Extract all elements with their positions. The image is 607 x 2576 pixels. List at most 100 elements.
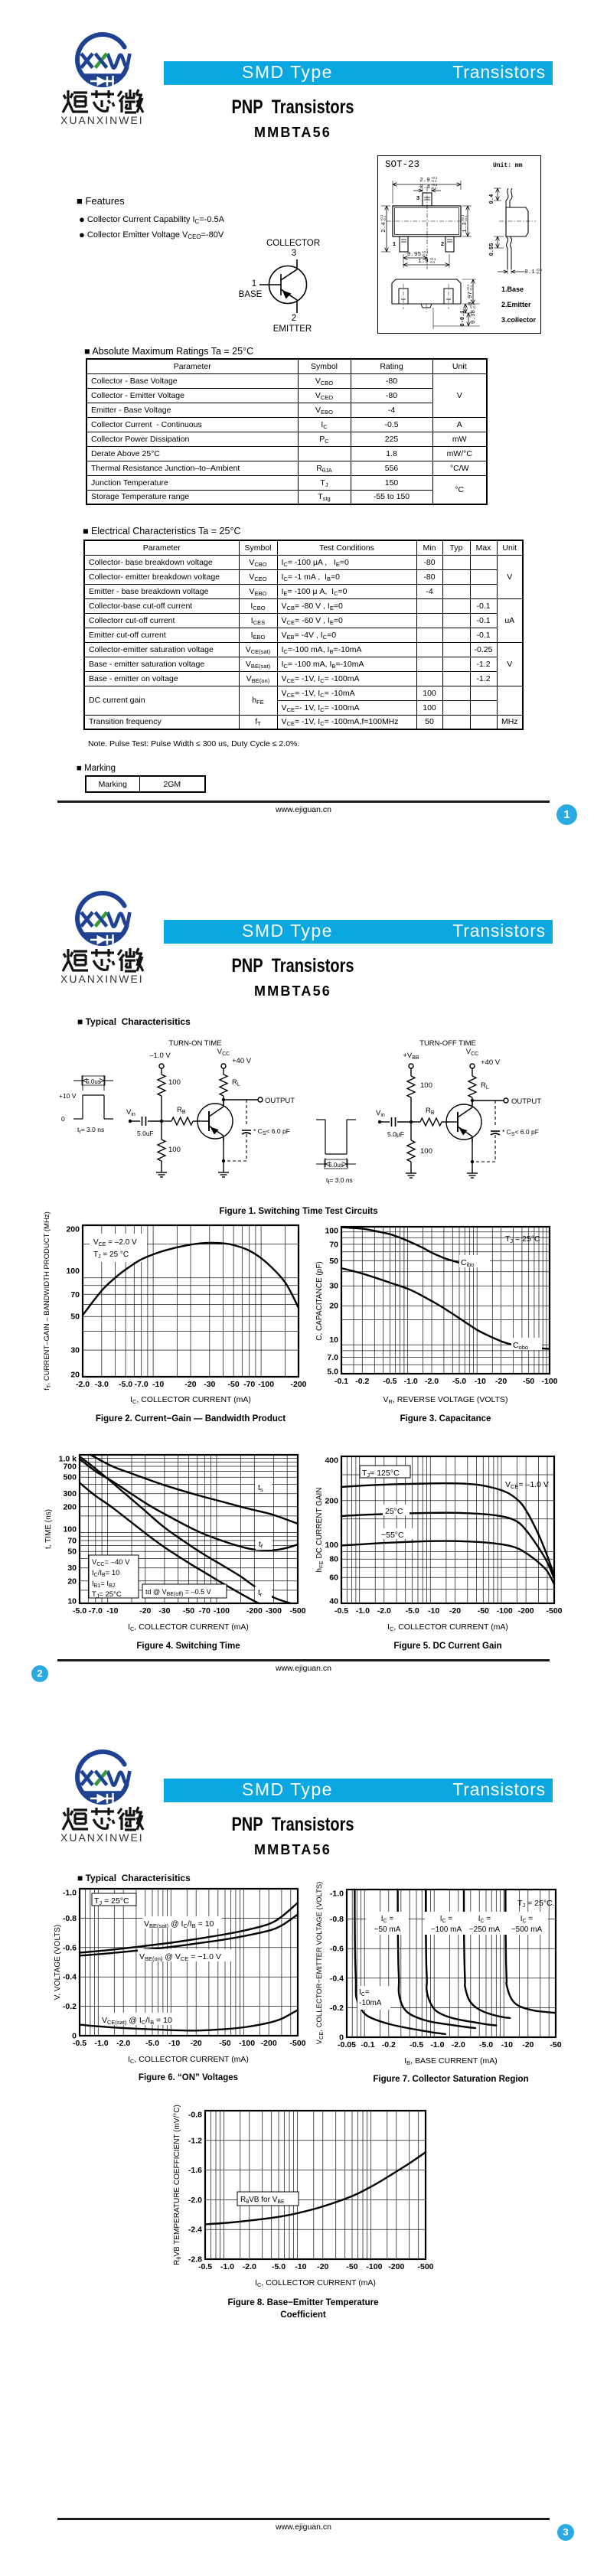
svg-text:Figure 7. Collector Saturation: Figure 7. Collector Saturation Region [373, 2075, 528, 2084]
svg-text:-100: -100 [239, 2039, 255, 2048]
svg-text:1.Base: 1.Base [501, 285, 524, 293]
svg-text:0.4: 0.4 [419, 184, 430, 191]
svg-text:-0.1: -0.1 [335, 1377, 348, 1386]
svg-text:0: 0 [72, 2032, 77, 2041]
svg-text:-20: -20 [139, 1606, 151, 1616]
svg-text:+0.1: +0.1 [431, 176, 438, 180]
svg-text:td @ VBE(off)​ = –0.5 V: td @ VBE(off)​ = –0.5 V [145, 1588, 211, 1597]
svg-text:ts: ts [258, 1483, 263, 1493]
svg-text:30: 30 [329, 1282, 338, 1291]
svg-text:-2.0: -2.0 [116, 2039, 130, 2048]
svg-text:0.97: 0.97 [468, 292, 474, 305]
svg-text:80: 80 [329, 1555, 338, 1564]
svg-text:-0.2: -0.2 [330, 2004, 344, 2013]
svg-text:Figure 8. Base−Emitter Tempera: Figure 8. Base−Emitter Temperature [228, 2298, 379, 2307]
svg-text:-0.2: -0.2 [382, 2040, 396, 2049]
svg-text:IC​/IB​= 10: IC​/IB​= 10 [92, 1569, 119, 1578]
svg-text:-70: -70 [243, 1380, 255, 1389]
svg-text:70: 70 [67, 1537, 77, 1546]
svg-text:-0.6: -0.6 [63, 1943, 77, 1952]
svg-text:VBE(on)​ @ VCE​ = −1.0 V: VBE(on)​ @ VCE​ = −1.0 V [139, 1952, 221, 1962]
svg-text:-0.5: -0.5 [198, 2262, 212, 2271]
svg-text:−500 mA: −500 mA [511, 1925, 543, 1934]
svg-text:0.1: 0.1 [524, 269, 535, 276]
svg-text:VCC​: VCC​ [217, 1048, 230, 1057]
svg-text:400: 400 [325, 1456, 338, 1466]
svg-text:IC​=: IC​= [359, 1988, 370, 1997]
svg-text:-1.0: -1.0 [63, 1889, 77, 1898]
svg-text:100: 100 [168, 1078, 181, 1087]
svg-text:-50: -50 [478, 1606, 489, 1616]
svg-text:-500: -500 [546, 1606, 562, 1616]
svg-text:+0.1: +0.1 [422, 250, 429, 254]
svg-text:-0.4: -0.4 [63, 1973, 77, 1982]
svg-text:50: 50 [329, 1257, 338, 1266]
svg-text:Vin​: Vin​ [126, 1108, 135, 1117]
svg-text:0.4: 0.4 [489, 194, 495, 204]
svg-text:100: 100 [63, 1525, 77, 1534]
svg-text:–1.0 V: –1.0 V [149, 1052, 171, 1060]
svg-text:0.55: 0.55 [489, 243, 495, 256]
svg-text:-1.0: -1.0 [330, 1890, 344, 1899]
svg-text:Cobo: Cobo [513, 1341, 528, 1351]
svg-text:10: 10 [67, 1597, 77, 1606]
svg-text:-500: -500 [289, 2039, 305, 2048]
svg-text:100: 100 [66, 1267, 80, 1276]
svg-text:-3.0: -3.0 [95, 1380, 109, 1389]
svg-text:IC​ =: IC​ = [521, 1915, 534, 1924]
svg-text:-5.0: -5.0 [272, 2262, 286, 2271]
svg-text:-10: -10 [475, 1377, 486, 1386]
svg-text:TJ​ = 25°C: TJ​ = 25°C [505, 1234, 540, 1244]
svg-text:IC​, COLLECTOR CURRENT (mA): IC​, COLLECTOR CURRENT (mA) [130, 1395, 251, 1405]
svg-text:-2.0: -2.0 [425, 1377, 439, 1386]
svg-text:+0.1: +0.1 [466, 284, 470, 291]
svg-text:VCE​, COLLECTOR−EMITTER VOLTAG: VCE​, COLLECTOR−EMITTER VOLTAGE (VOLTS) [315, 1882, 325, 2045]
svg-text:+10 V: +10 V [59, 1092, 77, 1100]
svg-text:1: 1 [393, 242, 397, 248]
svg-text:5.0: 5.0 [327, 1368, 338, 1377]
svg-text:hFE​ DC CURRENT GAIN: hFE​ DC CURRENT GAIN [315, 1487, 325, 1572]
svg-text:−100 mA: −100 mA [431, 1925, 462, 1934]
svg-text:-0.1: -0.1 [536, 271, 542, 275]
svg-text:-0.1: -0.1 [383, 215, 387, 221]
svg-text:-0.2: -0.2 [355, 1377, 369, 1386]
svg-text:VCE(sat)​ @ IC​/IB​ = 10: VCE(sat)​ @ IC​/IB​ = 10 [102, 2016, 172, 2026]
svg-text:-0.1: -0.1 [464, 215, 468, 221]
svg-text:1.3: 1.3 [462, 222, 468, 233]
svg-text:+VBB​: +VBB​ [403, 1052, 419, 1061]
svg-text:-5.0: -5.0 [479, 2040, 493, 2049]
svg-text:-500: -500 [417, 2262, 433, 2271]
svg-text:-200: -200 [261, 2039, 277, 2048]
svg-text:RL​: RL​ [232, 1078, 240, 1087]
svg-text:-20: -20 [522, 2040, 534, 2049]
svg-text:-30: -30 [158, 1606, 170, 1616]
svg-text:tr​= 3.0 ns: tr​= 3.0 ns [77, 1126, 104, 1135]
svg-text:70: 70 [329, 1240, 338, 1249]
svg-text:TURN-OFF TIME: TURN-OFF TIME [419, 1039, 476, 1048]
svg-text:-1.2: -1.2 [188, 2136, 202, 2145]
svg-text:0.95: 0.95 [407, 252, 422, 258]
svg-text:1.9: 1.9 [418, 259, 429, 265]
svg-text:20: 20 [329, 1302, 338, 1311]
svg-text:tf: tf [259, 1540, 263, 1550]
svg-text:OUTPUT: OUTPUT [265, 1097, 295, 1105]
svg-text:-1.0: -1.0 [356, 1606, 370, 1616]
svg-text:Unit: mm: Unit: mm [493, 162, 523, 169]
svg-text:TURN-ON TIME: TURN-ON TIME [169, 1039, 222, 1048]
svg-text:500: 500 [63, 1473, 77, 1482]
svg-text:-0.05: -0.05 [338, 2040, 356, 2049]
svg-text:-100: -100 [258, 1380, 274, 1389]
svg-text:tf​= 3.0 ns: tf​= 3.0 ns [326, 1176, 353, 1185]
svg-text:TJ​ = 25°C: TJ​ = 25°C [94, 1896, 129, 1906]
svg-text:tr: tr [258, 1588, 263, 1598]
svg-text:300: 300 [63, 1489, 77, 1498]
svg-text:-10: -10 [501, 2040, 513, 2049]
svg-text:-2.0: -2.0 [377, 1606, 391, 1616]
svg-text:-50: -50 [550, 2040, 561, 2049]
svg-text:-100: -100 [366, 2262, 382, 2271]
svg-text:−55°C: −55°C [381, 1531, 404, 1540]
svg-text:-50: -50 [183, 1606, 194, 1616]
svg-text:25°C: 25°C [385, 1507, 403, 1516]
svg-text:30: 30 [67, 1564, 77, 1573]
svg-text:+0.1: +0.1 [429, 257, 436, 261]
